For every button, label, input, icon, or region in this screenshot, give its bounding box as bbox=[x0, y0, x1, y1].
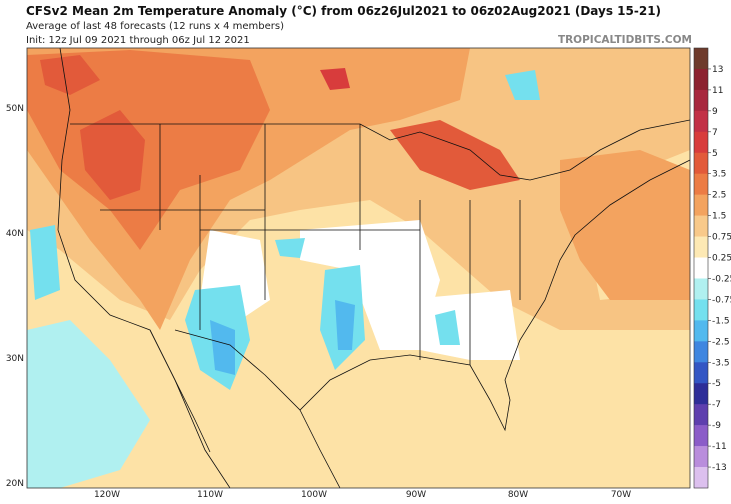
lat-label: 20N bbox=[6, 479, 24, 489]
lon-label: 120W bbox=[94, 490, 120, 500]
colorbar-label: -13 bbox=[712, 463, 727, 473]
colorbar-bin bbox=[694, 173, 708, 195]
colorbar-label: -5 bbox=[712, 379, 721, 389]
colorbar-bin bbox=[694, 110, 708, 133]
lon-label: 110W bbox=[197, 490, 223, 500]
colorbar-label: -3.5 bbox=[712, 358, 730, 368]
colorbar-bin bbox=[694, 446, 708, 468]
colorbar-bin bbox=[694, 383, 708, 405]
lat-label: 40N bbox=[6, 229, 24, 239]
colorbar-bin bbox=[694, 215, 708, 237]
colorbar-bin bbox=[694, 194, 708, 216]
colorbar-label: -1.5 bbox=[712, 316, 730, 326]
colorbar-bin bbox=[694, 89, 708, 112]
lat-label: 50N bbox=[6, 104, 24, 114]
lon-label: 80W bbox=[508, 490, 528, 500]
lon-label: 70W bbox=[611, 490, 631, 500]
brand: TROPICALTIDBITS.COM bbox=[558, 34, 692, 46]
colorbar-label: 3.5 bbox=[712, 170, 726, 180]
title: CFSv2 Mean 2m Temperature Anomaly (°C) f… bbox=[26, 4, 661, 18]
map bbox=[27, 48, 690, 488]
colorbar-label: -11 bbox=[712, 442, 727, 452]
colorbar-bin bbox=[694, 68, 708, 91]
colorbar-label: -0.75 bbox=[712, 295, 731, 305]
colorbar-label: 13 bbox=[712, 65, 723, 75]
colorbar-bin bbox=[694, 152, 708, 175]
colorbar-label: -7 bbox=[712, 400, 721, 410]
lon-label: 90W bbox=[406, 490, 426, 500]
colorbar-label: 2.5 bbox=[712, 191, 726, 201]
colorbar-label: -9 bbox=[712, 421, 721, 431]
colorbar-bin bbox=[694, 299, 708, 321]
colorbar-bin bbox=[694, 278, 708, 300]
colorbar-bin bbox=[694, 131, 708, 154]
colorbar-label: 0.25 bbox=[712, 254, 731, 264]
colorbar-bin bbox=[694, 467, 708, 489]
colorbar-frame bbox=[693, 47, 709, 489]
colorbar-bin bbox=[694, 236, 708, 258]
colorbar-label: 7 bbox=[712, 128, 718, 138]
colorbar-label: -0.25 bbox=[712, 274, 731, 284]
lon-label: 100W bbox=[301, 490, 327, 500]
colorbar-bin bbox=[694, 341, 708, 363]
colorbar-label: 11 bbox=[712, 86, 723, 96]
colorbar-bin bbox=[694, 362, 708, 384]
colorbar-bin bbox=[694, 257, 708, 279]
colorbar-bin bbox=[694, 320, 708, 342]
map-frame bbox=[26, 47, 691, 489]
init: Init: 12z Jul 09 2021 through 06z Jul 12… bbox=[26, 35, 250, 46]
colorbar-bin bbox=[694, 48, 708, 70]
colorbar-label: -2.5 bbox=[712, 337, 730, 347]
colorbar-label: 9 bbox=[712, 107, 718, 117]
colorbar-bin bbox=[694, 425, 708, 447]
lat-label: 30N bbox=[6, 354, 24, 364]
colorbar-bin bbox=[694, 404, 708, 426]
colorbar-label: 0.75 bbox=[712, 233, 731, 243]
subtitle: Average of last 48 forecasts (12 runs x … bbox=[26, 21, 284, 32]
colorbar-label: 1.5 bbox=[712, 212, 726, 222]
colorbar-label: 5 bbox=[712, 149, 718, 159]
